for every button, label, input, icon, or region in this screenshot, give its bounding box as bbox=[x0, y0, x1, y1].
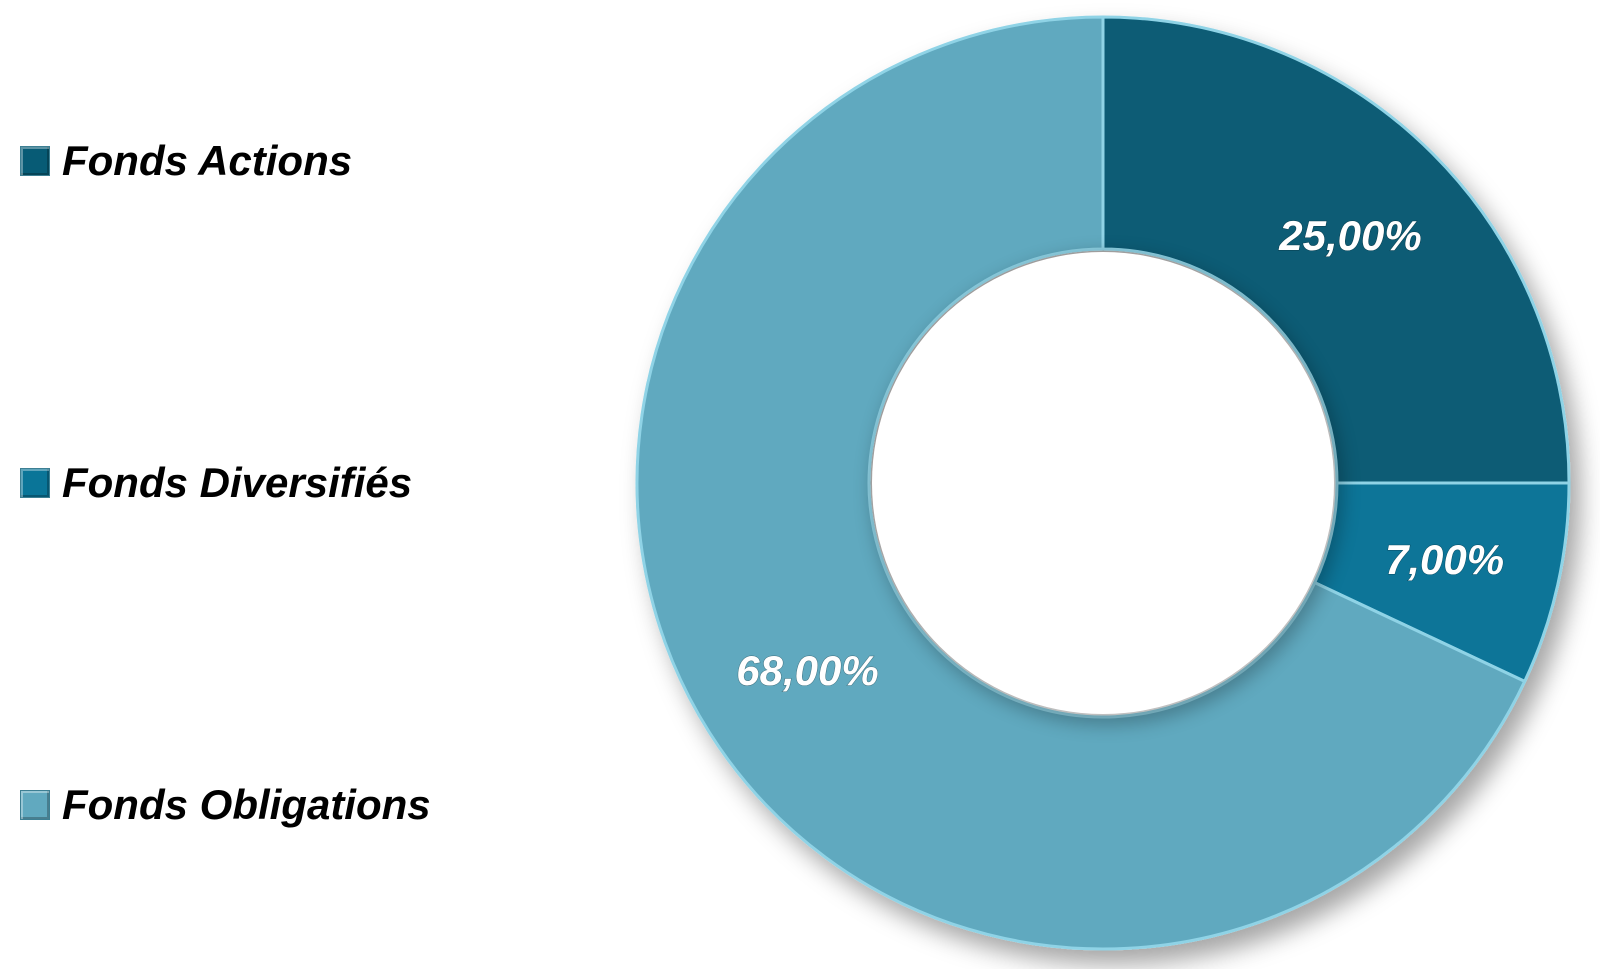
legend-swatch-fonds-actions bbox=[20, 146, 50, 176]
value-label-fonds-obligations: 68,00% bbox=[736, 647, 878, 694]
donut-hole-center bbox=[872, 252, 1334, 714]
donut-slices bbox=[635, 15, 1571, 951]
legend-label-fonds-diversifies: Fonds Diversifiés bbox=[62, 459, 413, 506]
legend-swatch-fonds-obligations bbox=[20, 790, 50, 820]
donut-value-labels: 25,00% 7,00% 68,00% bbox=[736, 212, 1505, 695]
donut-slice-fonds-actions bbox=[1101, 15, 1571, 485]
legend-item-fonds-obligations: Fonds Obligations bbox=[20, 780, 431, 830]
legend-item-fonds-diversifies: Fonds Diversifiés bbox=[20, 458, 412, 508]
value-label-fonds-diversifies: 7,00% bbox=[1385, 536, 1504, 583]
value-label-fonds-actions: 25,00% bbox=[1278, 212, 1421, 259]
legend-item-fonds-actions: Fonds Actions bbox=[20, 136, 352, 186]
legend-swatch-fonds-diversifies bbox=[20, 468, 50, 498]
chart-legend: Fonds Actions Fonds Diversifiés Fonds Ob… bbox=[0, 0, 560, 969]
legend-label-fonds-obligations: Fonds Obligations bbox=[62, 781, 431, 828]
legend-label-fonds-actions: Fonds Actions bbox=[62, 137, 353, 184]
donut-hole bbox=[871, 252, 1343, 725]
